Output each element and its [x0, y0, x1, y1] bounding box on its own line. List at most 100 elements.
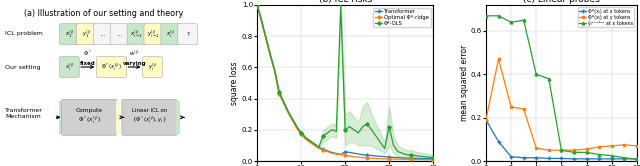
Transformer [341, 151, 349, 153]
Optimal Φ*-ridge [271, 71, 278, 73]
Transformer [376, 155, 384, 157]
Φ*-OLS [310, 143, 318, 145]
Optimal Φ*-ridge [328, 152, 336, 154]
Φ*(xᵢ) at y tokens [582, 148, 590, 150]
Transformer [293, 126, 301, 128]
Optimal Φ*-ridge [284, 112, 292, 114]
Line: Φ*(xᵢ) at y tokens: Φ*(xᵢ) at y tokens [484, 58, 638, 152]
Text: ICL problem: ICL problem [5, 31, 43, 36]
Φ*-OLS [359, 126, 367, 128]
Transformer [298, 132, 305, 134]
Optimal Φ*-ridge [399, 158, 406, 160]
Text: ...: ... [100, 32, 106, 37]
Optimal Φ*-ridge [372, 158, 380, 160]
Optimal Φ*-ridge [359, 157, 367, 159]
Transformer [275, 91, 283, 93]
FancyBboxPatch shape [176, 101, 180, 134]
Φ*(xᵢ) at y tokens [520, 108, 527, 110]
Φ*(xᵢ) at x tokens [582, 158, 590, 160]
Φ*(xᵢ) at y tokens [495, 58, 502, 60]
Φ*-OLS [412, 155, 419, 157]
Φ*-OLS [293, 126, 301, 128]
Φ*(xᵢ) at y tokens [508, 106, 515, 108]
ŷᵢᵃ⁻ʳᴵᵈᵊᵉ at x tokens [633, 158, 640, 160]
ŷᵢᵃ⁻ʳᴵᵈᵊᵉ at x tokens [570, 151, 578, 153]
ŷᵢᵃ⁻ʳᴵᵈᵊᵉ at x tokens [582, 151, 590, 153]
Φ*(xᵢ) at y tokens [608, 145, 616, 147]
Text: $y_{i-1}^{(j)}$: $y_{i-1}^{(j)}$ [147, 29, 161, 40]
Optimal Φ*-ridge [324, 151, 332, 153]
Φ*-OLS [289, 118, 296, 120]
Transformer [315, 146, 323, 148]
Φ*(xᵢ) at x tokens [508, 156, 515, 158]
Optimal Φ*-ridge [301, 138, 309, 140]
Φ*(xᵢ) at y tokens [482, 119, 490, 121]
Φ*(xᵢ) at x tokens [620, 158, 628, 160]
Φ*(xᵢ) at y tokens [595, 146, 603, 148]
Transformer [403, 157, 411, 159]
Optimal Φ*-ridge [381, 158, 388, 160]
Transformer [368, 155, 376, 157]
Φ*(xᵢ) at x tokens [633, 158, 640, 160]
Φ*-OLS [266, 54, 274, 56]
Text: (a) Illustration of our setting and theory: (a) Illustration of our setting and theo… [24, 9, 184, 18]
Optimal Φ*-ridge [293, 127, 301, 129]
Legend: Transformer, Optimal Φ*-ridge, Φ*-OLS: Transformer, Optimal Φ*-ridge, Φ*-OLS [373, 8, 431, 27]
Transformer [394, 157, 402, 159]
Φ*-OLS [350, 129, 358, 131]
Transformer [372, 155, 380, 157]
Text: $x_{i-1}^{(j)}$: $x_{i-1}^{(j)}$ [131, 29, 143, 40]
Optimal Φ*-ridge [429, 159, 437, 161]
Φ*(xᵢ) at x tokens [532, 157, 540, 159]
Φ*-OLS [403, 154, 411, 156]
ŷᵢᵃ⁻ʳᴵᵈᵊᵉ at x tokens [557, 149, 565, 151]
Φ*-OLS [328, 129, 336, 131]
Φ*-OLS [364, 123, 371, 124]
Optimal Φ*-ridge [298, 133, 305, 135]
FancyBboxPatch shape [144, 24, 164, 45]
Transformer [284, 110, 292, 112]
Text: $w^{(j)}$: $w^{(j)}$ [129, 49, 140, 58]
Transformer [359, 154, 367, 156]
ŷᵢᵃ⁻ʳᴵᵈᵊᵉ at x tokens [508, 21, 515, 23]
Transformer [381, 156, 388, 158]
Φ*-OLS [368, 129, 376, 131]
Φ*-OLS [399, 152, 406, 154]
Φ*-OLS [315, 146, 323, 148]
ŷᵢᵃ⁻ʳᴵᵈᵊᵉ at x tokens [608, 155, 616, 157]
Φ*-OLS [376, 141, 384, 143]
Transformer [253, 4, 261, 6]
FancyBboxPatch shape [178, 24, 198, 45]
Optimal Φ*-ridge [337, 154, 344, 156]
Text: $\Phi^*(x_i^{(j)})$: $\Phi^*(x_i^{(j)})$ [101, 61, 122, 73]
Optimal Φ*-ridge [355, 156, 362, 158]
ŷᵢᵃ⁻ʳᴵᵈᵊᵉ at x tokens [620, 157, 628, 159]
Text: varying: varying [123, 61, 147, 66]
Title: (c) Linear probes: (c) Linear probes [523, 0, 600, 4]
Optimal Φ*-ridge [394, 158, 402, 160]
Φ*-OLS [337, 4, 344, 6]
FancyBboxPatch shape [161, 24, 180, 45]
Text: $y_1^{(j)}$: $y_1^{(j)}$ [82, 29, 91, 40]
Transformer [328, 151, 336, 153]
Φ*-OLS [284, 110, 292, 112]
Text: ...: ... [117, 32, 123, 37]
Φ*-OLS [280, 101, 287, 103]
ŷᵢᵃ⁻ʳᴵᵈᵊᵉ at x tokens [532, 73, 540, 75]
Φ*(xᵢ) at y tokens [570, 149, 578, 151]
Φ*(xᵢ) at y tokens [633, 145, 640, 147]
Transformer [310, 143, 318, 145]
Text: $\Phi^*$: $\Phi^*$ [83, 49, 92, 58]
Φ*-OLS [407, 154, 415, 156]
Optimal Φ*-ridge [280, 102, 287, 104]
Φ*-OLS [390, 144, 397, 146]
Φ*-OLS [258, 20, 266, 22]
Optimal Φ*-ridge [262, 38, 270, 40]
Transformer [420, 158, 428, 160]
Transformer [337, 154, 344, 156]
Φ*-OLS [341, 129, 349, 131]
Text: fixed: fixed [80, 61, 95, 66]
Legend: Φ*(xᵢ) at x tokens, Φ*(xᵢ) at y tokens, ŷᵢᵃ⁻ʳᴵᵈᵊᵉ at x tokens: Φ*(xᵢ) at x tokens, Φ*(xᵢ) at y tokens, … [577, 7, 634, 27]
Optimal Φ*-ridge [385, 158, 393, 160]
Transformer [425, 158, 433, 160]
